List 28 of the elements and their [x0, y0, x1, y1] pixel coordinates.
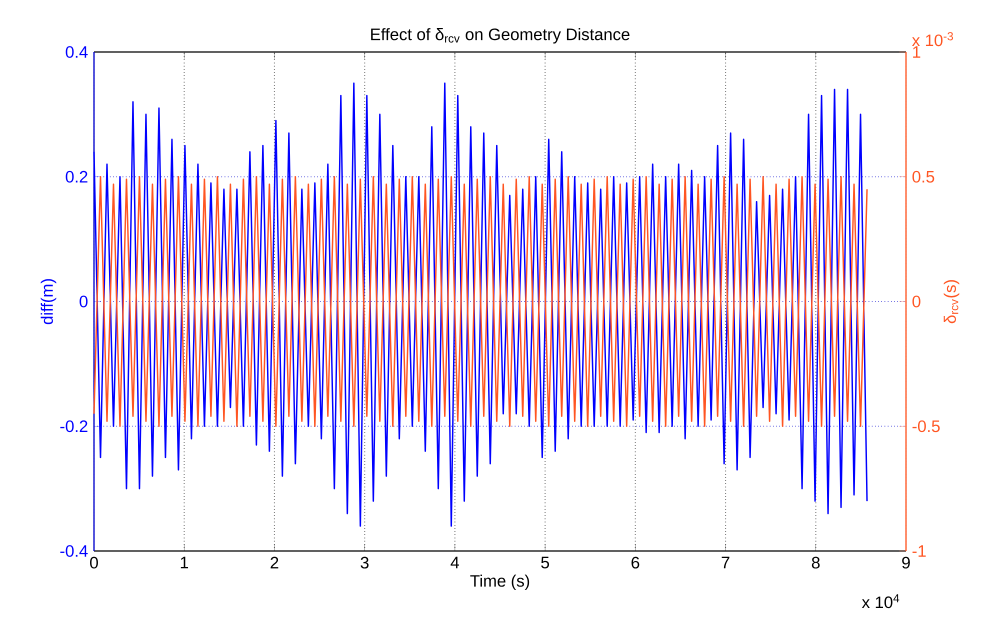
x-tick-label: 3 [360, 556, 369, 569]
y-tick-label: 0.2 [66, 170, 88, 183]
x-tick-label: 6 [632, 556, 640, 569]
x-tick-label: 8 [812, 556, 820, 569]
text: x 10$^{4}$ [862, 594, 900, 608]
line-series [93, 176, 868, 427]
text: x 10$^{-3}$ [912, 32, 954, 46]
y2-tick-label: -0.5 [912, 420, 940, 432]
y2-tick-label: 0.5 [912, 170, 934, 183]
x-tick-label: 1 [180, 556, 188, 568]
y2-tick-label: 0 [912, 296, 920, 308]
y-tick-label: -0.4 [60, 545, 88, 557]
x-axis-title: Time (s) [470, 574, 530, 590]
y2-axis-title: δ$_{rcv}$(s) [944, 280, 960, 324]
y-axis-title: diff(m) [40, 279, 56, 324]
x-tick-label: 5 [541, 556, 550, 568]
y-tick-label: -0.2 [60, 420, 88, 432]
x-tick-label: 7 [722, 556, 730, 568]
x-tick-label: 2 [270, 556, 278, 568]
y2-tick-label: -1 [912, 545, 926, 557]
x-tick-label: 9 [902, 556, 910, 569]
x-tick-label: 0 [90, 556, 98, 569]
y-tick-label: 0 [80, 296, 88, 308]
y2-tick-label: 1 [913, 46, 920, 58]
line-series [93, 82, 868, 527]
y-tick-label: 0.4 [66, 46, 88, 58]
chart-title: Effect of δ$_{rcv}$ on Geometry Distance [371, 28, 630, 44]
x-tick-label: 4 [450, 556, 460, 568]
